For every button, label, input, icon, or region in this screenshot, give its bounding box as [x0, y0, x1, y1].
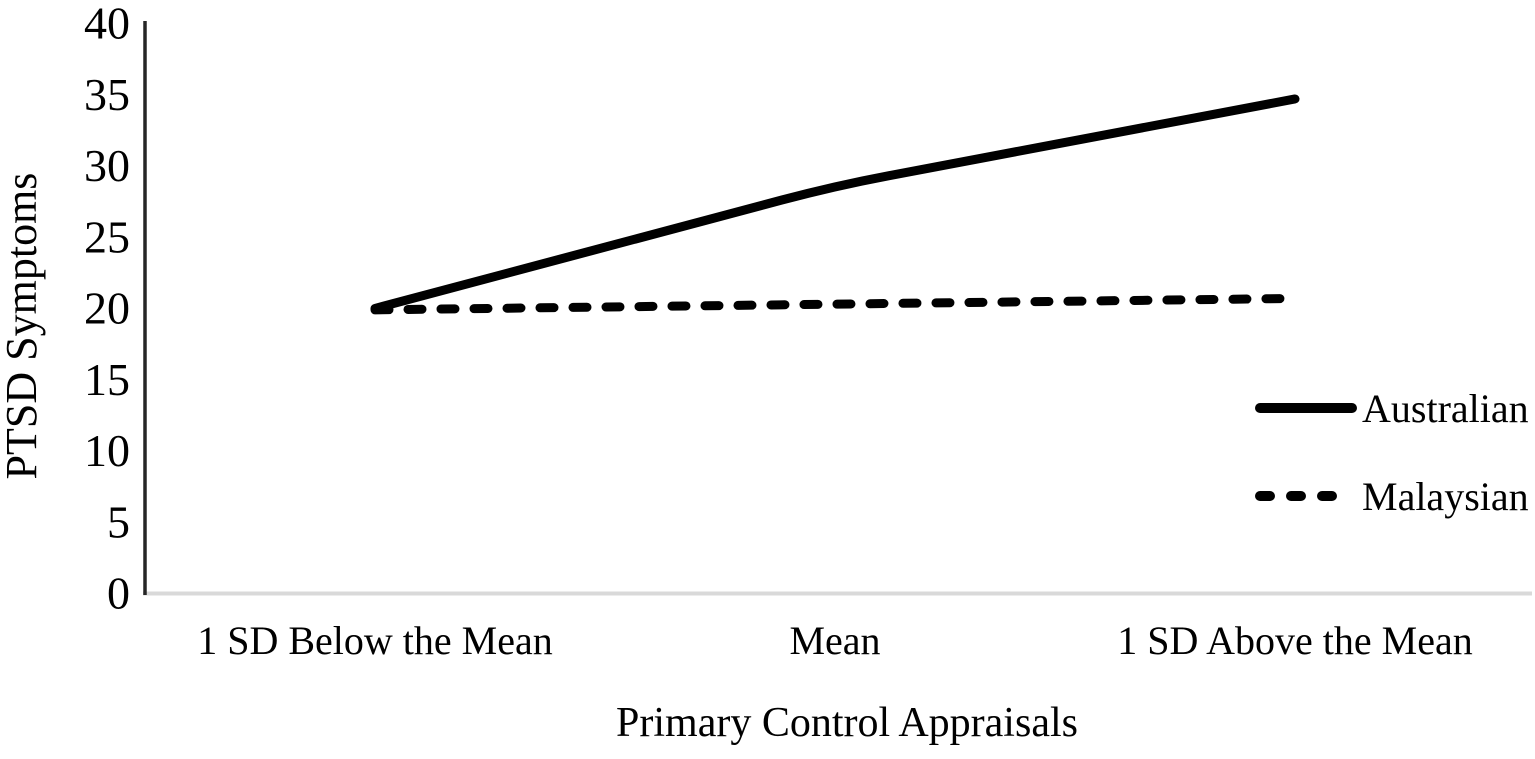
- y-tick-label-10: 10: [84, 425, 130, 476]
- data-series-lines: [370, 94, 1300, 315]
- y-tick-label-20: 20: [84, 283, 130, 334]
- x-axis-title: Primary Control Appraisals: [616, 700, 1078, 746]
- y-tick-label-0: 0: [107, 568, 130, 619]
- legend-label-malaysian: Malaysian: [1362, 474, 1529, 519]
- x-category-label-2: Mean: [789, 618, 880, 663]
- x-category-label-1: 1 SD Below the Mean: [197, 618, 553, 663]
- y-tick-label-30: 30: [84, 140, 130, 191]
- y-tick-label-35: 35: [84, 69, 130, 120]
- y-axis-title: PTSD Symptoms: [0, 173, 46, 480]
- legend-item-australian: Australian: [1255, 386, 1529, 431]
- y-tick-label-25: 25: [84, 211, 130, 262]
- x-axis-category-labels: 1 SD Below the Mean Mean 1 SD Above the Me…: [197, 618, 1473, 663]
- legend: Australian Malaysian: [1255, 386, 1529, 519]
- y-tick-label-15: 15: [84, 354, 130, 405]
- y-tick-label-40: 40: [84, 0, 130, 49]
- legend-item-malaysian: Malaysian: [1255, 474, 1529, 519]
- x-category-label-3: 1 SD Above the Mean: [1117, 618, 1473, 663]
- y-axis-tick-labels: 0 5 10 15 20 25 30 35 40: [84, 0, 130, 619]
- y-tick-label-5: 5: [107, 496, 130, 547]
- series-line-malaysian: [370, 293, 1300, 315]
- series-line-australian: [370, 94, 1300, 313]
- legend-label-australian: Australian: [1362, 386, 1529, 431]
